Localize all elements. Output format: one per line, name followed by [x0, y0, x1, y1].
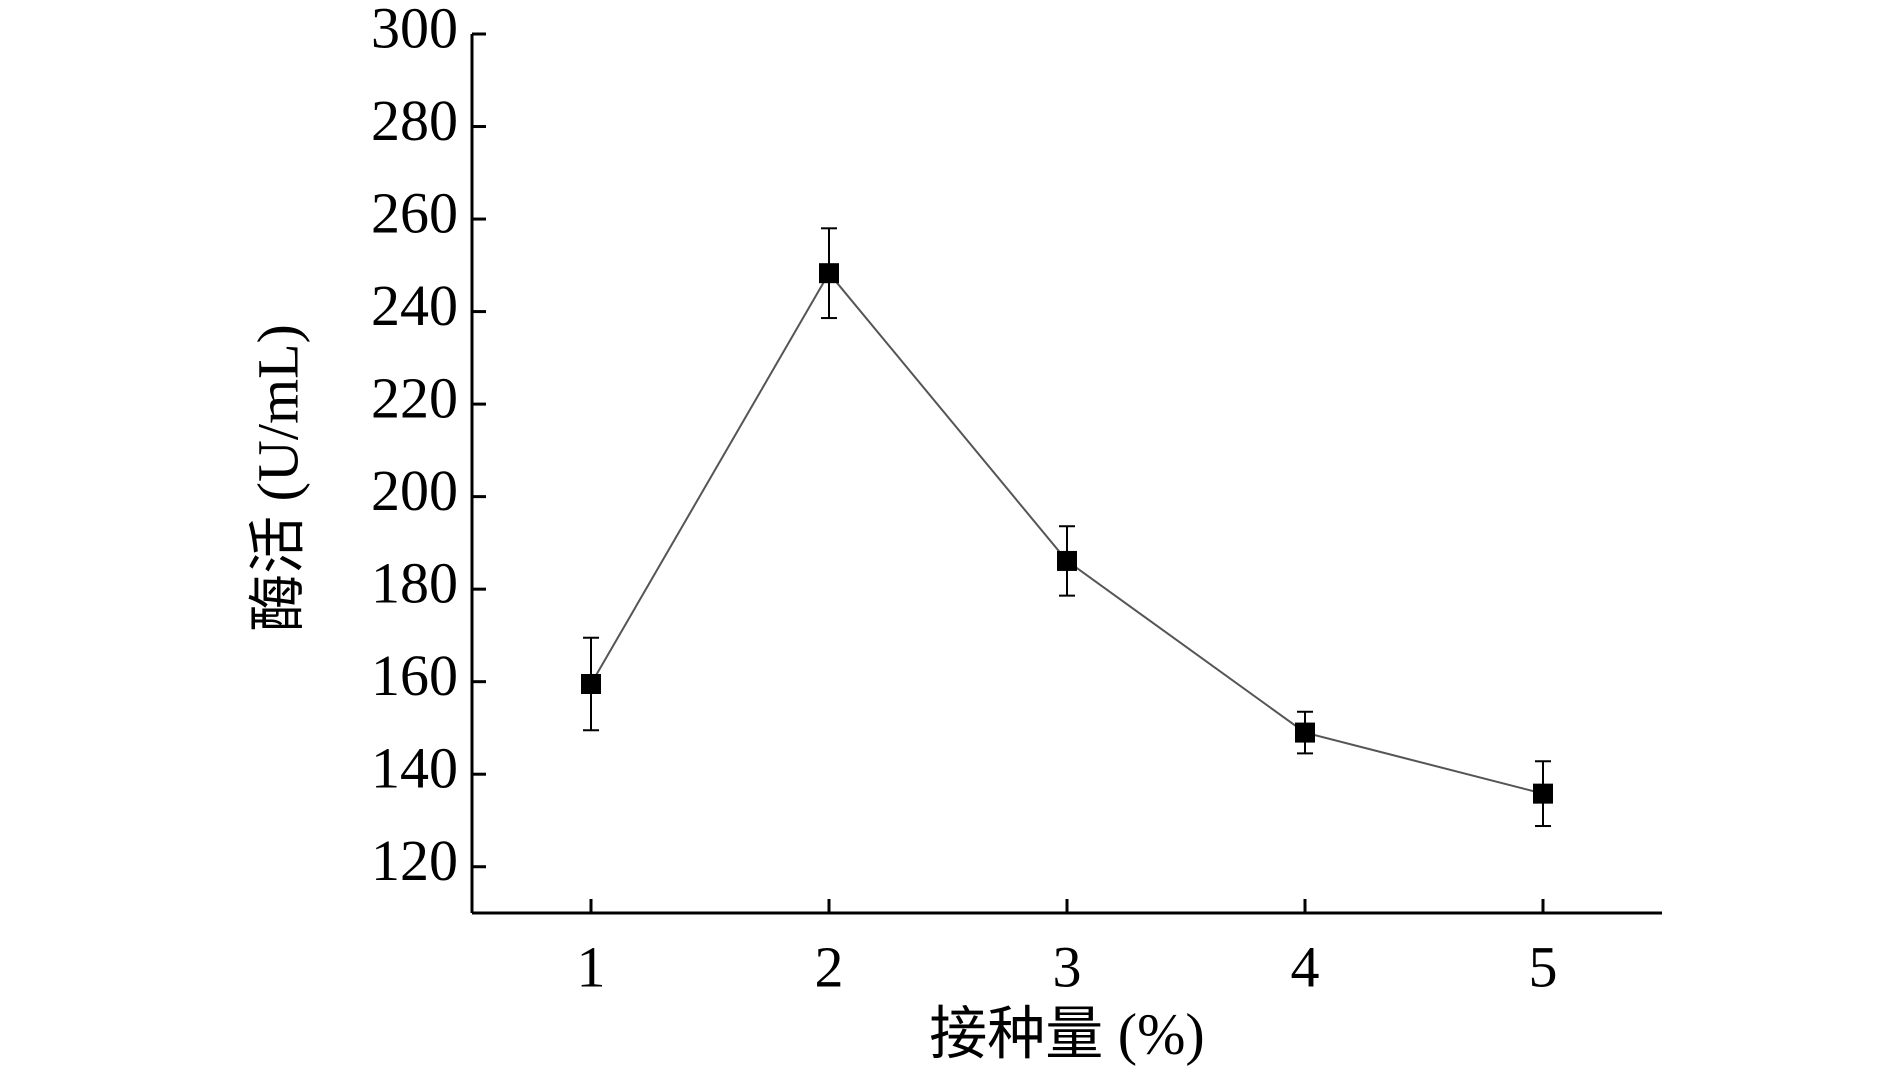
y-tick-label: 120 [371, 828, 458, 893]
x-tick-label: 2 [815, 934, 844, 999]
x-axis-title: 接种量 (%) [929, 1001, 1204, 1066]
marker [1057, 550, 1077, 571]
marker [1295, 722, 1315, 743]
x-tick-label: 1 [577, 934, 606, 999]
y-tick-label: 240 [371, 273, 458, 338]
y-tick-label: 220 [371, 365, 458, 430]
marker [1533, 783, 1553, 804]
y-tick-label: 260 [371, 180, 458, 245]
y-tick-label: 200 [371, 458, 458, 523]
y-tick-label: 140 [371, 736, 458, 801]
x-tick-label: 3 [1053, 934, 1082, 999]
x-tick-label: 4 [1291, 934, 1320, 999]
y-tick-label: 280 [371, 88, 458, 153]
y-axis-title: 酶活 (U/mL) [245, 324, 310, 632]
y-tick-label: 160 [371, 643, 458, 708]
y-tick-label: 180 [371, 550, 458, 615]
marker [819, 263, 839, 284]
y-tick-label: 300 [371, 0, 458, 60]
x-tick-label: 5 [1529, 934, 1558, 999]
marker [581, 673, 601, 694]
